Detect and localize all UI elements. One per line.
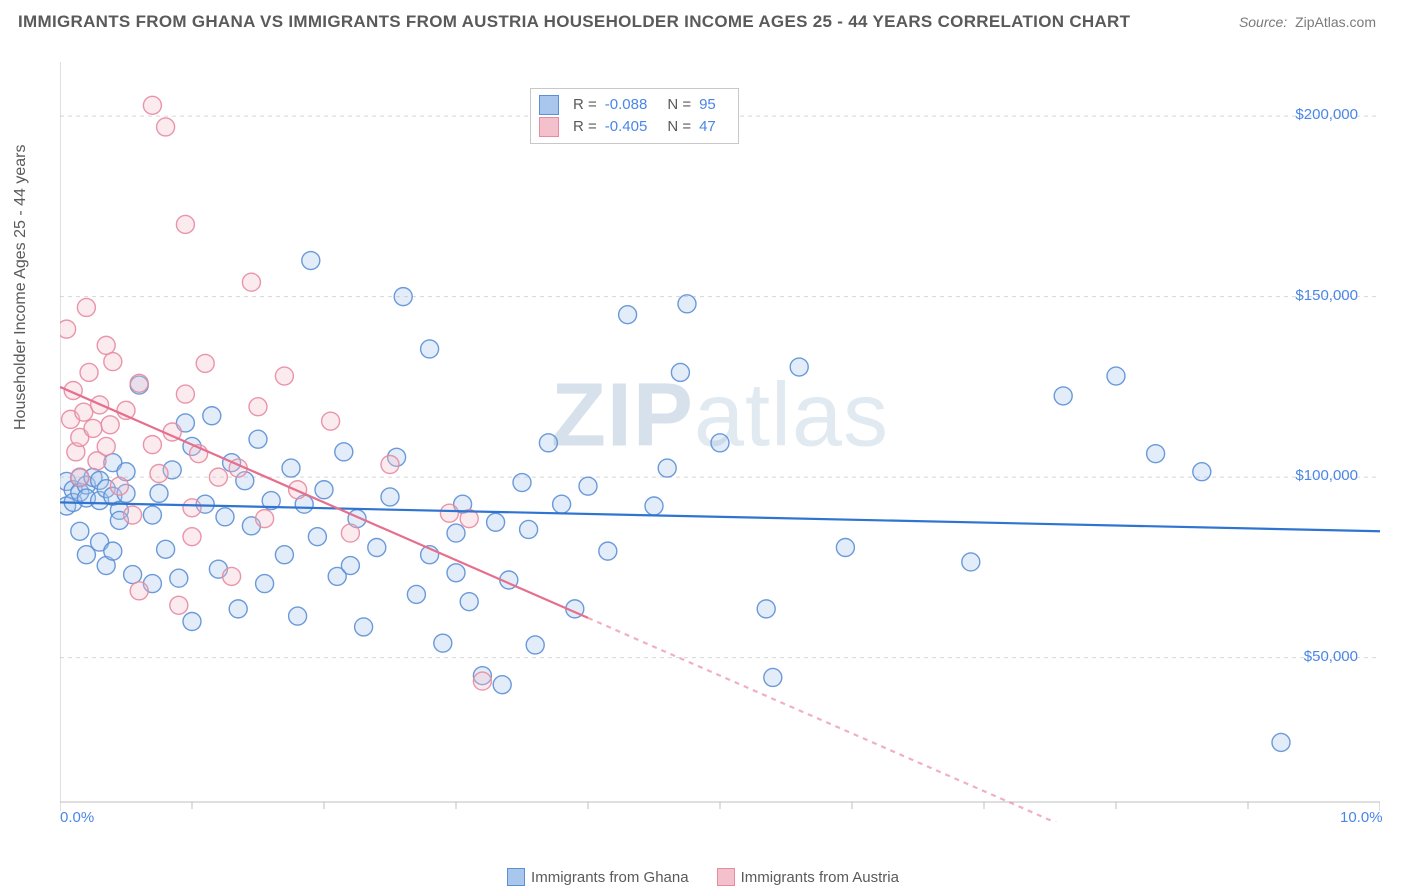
source-credit: Source: ZipAtlas.com xyxy=(1239,14,1376,30)
legend-swatch-austria xyxy=(717,868,735,886)
legend-item-ghana: Immigrants from Ghana xyxy=(507,868,689,886)
y-axis-label: Householder Income Ages 25 - 44 years xyxy=(12,145,30,431)
swatch-austria xyxy=(539,117,559,137)
x-tick-label: 10.0% xyxy=(1340,809,1383,826)
source-value: ZipAtlas.com xyxy=(1295,14,1376,30)
r-label: R = xyxy=(573,94,597,116)
legend-label-austria: Immigrants from Austria xyxy=(741,869,899,886)
n-value-ghana: 95 xyxy=(699,94,716,116)
r-label: R = xyxy=(573,116,597,138)
r-value-austria: -0.405 xyxy=(605,116,648,138)
scatter-chart-svg xyxy=(60,42,1380,822)
y-tick-label: $150,000 xyxy=(1295,287,1358,304)
y-tick-label: $50,000 xyxy=(1304,648,1358,665)
legend-item-austria: Immigrants from Austria xyxy=(717,868,899,886)
chart-title: IMMIGRANTS FROM GHANA VS IMMIGRANTS FROM… xyxy=(18,12,1130,32)
correlation-legend: R = -0.088 N = 95 R = -0.405 N = 47 xyxy=(530,88,739,144)
swatch-ghana xyxy=(539,95,559,115)
source-label: Source: xyxy=(1239,14,1287,30)
n-label: N = xyxy=(667,116,691,138)
legend-label-ghana: Immigrants from Ghana xyxy=(531,869,689,886)
series-legend: Immigrants from Ghana Immigrants from Au… xyxy=(0,868,1406,886)
n-value-austria: 47 xyxy=(699,116,716,138)
r-value-ghana: -0.088 xyxy=(605,94,648,116)
n-label: N = xyxy=(667,94,691,116)
legend-swatch-ghana xyxy=(507,868,525,886)
y-tick-label: $200,000 xyxy=(1295,106,1358,123)
chart-area: R = -0.088 N = 95 R = -0.405 N = 47 ZIPa… xyxy=(60,42,1380,822)
x-tick-label: 0.0% xyxy=(60,809,94,826)
y-tick-label: $100,000 xyxy=(1295,467,1358,484)
correlation-row-ghana: R = -0.088 N = 95 xyxy=(539,94,726,116)
correlation-row-austria: R = -0.405 N = 47 xyxy=(539,116,726,138)
